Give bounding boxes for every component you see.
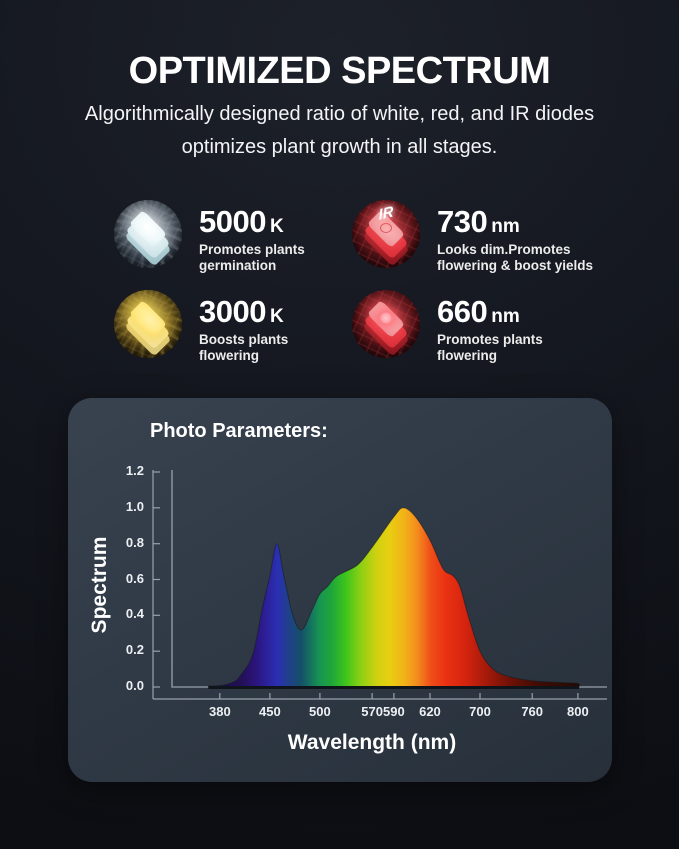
ir-led-chip-icon: IR [352, 200, 420, 268]
diode-desc: Boosts plants flowering [199, 332, 289, 364]
diode-unit: K [269, 216, 284, 237]
red-led-chip-icon [352, 290, 420, 358]
diode-item-730nm: IR 730 nm Looks dim.Promotes flowering & … [352, 200, 593, 290]
diode-desc: Promotes plants germination [199, 242, 305, 274]
white-led-chip-icon [114, 200, 182, 268]
diode-item-5000k: 5000 K Promotes plants germination [114, 200, 352, 290]
page-subtitle: Algorithmically designed ratio of white,… [84, 103, 595, 158]
chip-emblem-icon [380, 223, 392, 233]
diode-item-3000k: 3000 K Boosts plants flowering [114, 290, 352, 380]
warm-led-chip-icon [114, 290, 182, 358]
diode-item-660nm: 660 nm Promotes plants flowering [352, 290, 593, 380]
y-axis-title: Spectrum [88, 536, 111, 634]
page-title: OPTIMIZED SPECTRUM [128, 50, 551, 92]
diode-value: 730 nm [437, 204, 520, 239]
diode-grid: 5000 K Promotes plants germination IR 730… [114, 200, 593, 380]
diode-value: 660 nm [437, 294, 520, 329]
chart-panel: Photo Parameters: 0.0 0.2 0.4 0.6 0.8 1.0 1.2 … [68, 398, 612, 782]
diode-value: 5000 K [199, 204, 284, 239]
diode-value: 3000 K [199, 294, 284, 329]
diode-desc: Promotes plants flowering [437, 332, 543, 364]
led-dot [379, 312, 393, 324]
x-axis-title: Wavelength (nm) [287, 731, 457, 754]
diode-desc: Looks dim.Promotes flowering & boost yie… [437, 242, 594, 274]
ir-badge: IR [378, 203, 394, 224]
diode-unit: K [269, 306, 284, 327]
spectrum-chart [152, 470, 607, 700]
diode-unit: nm [491, 216, 520, 237]
diode-unit: nm [491, 306, 520, 327]
chart-title: Photo Parameters: [150, 420, 328, 442]
